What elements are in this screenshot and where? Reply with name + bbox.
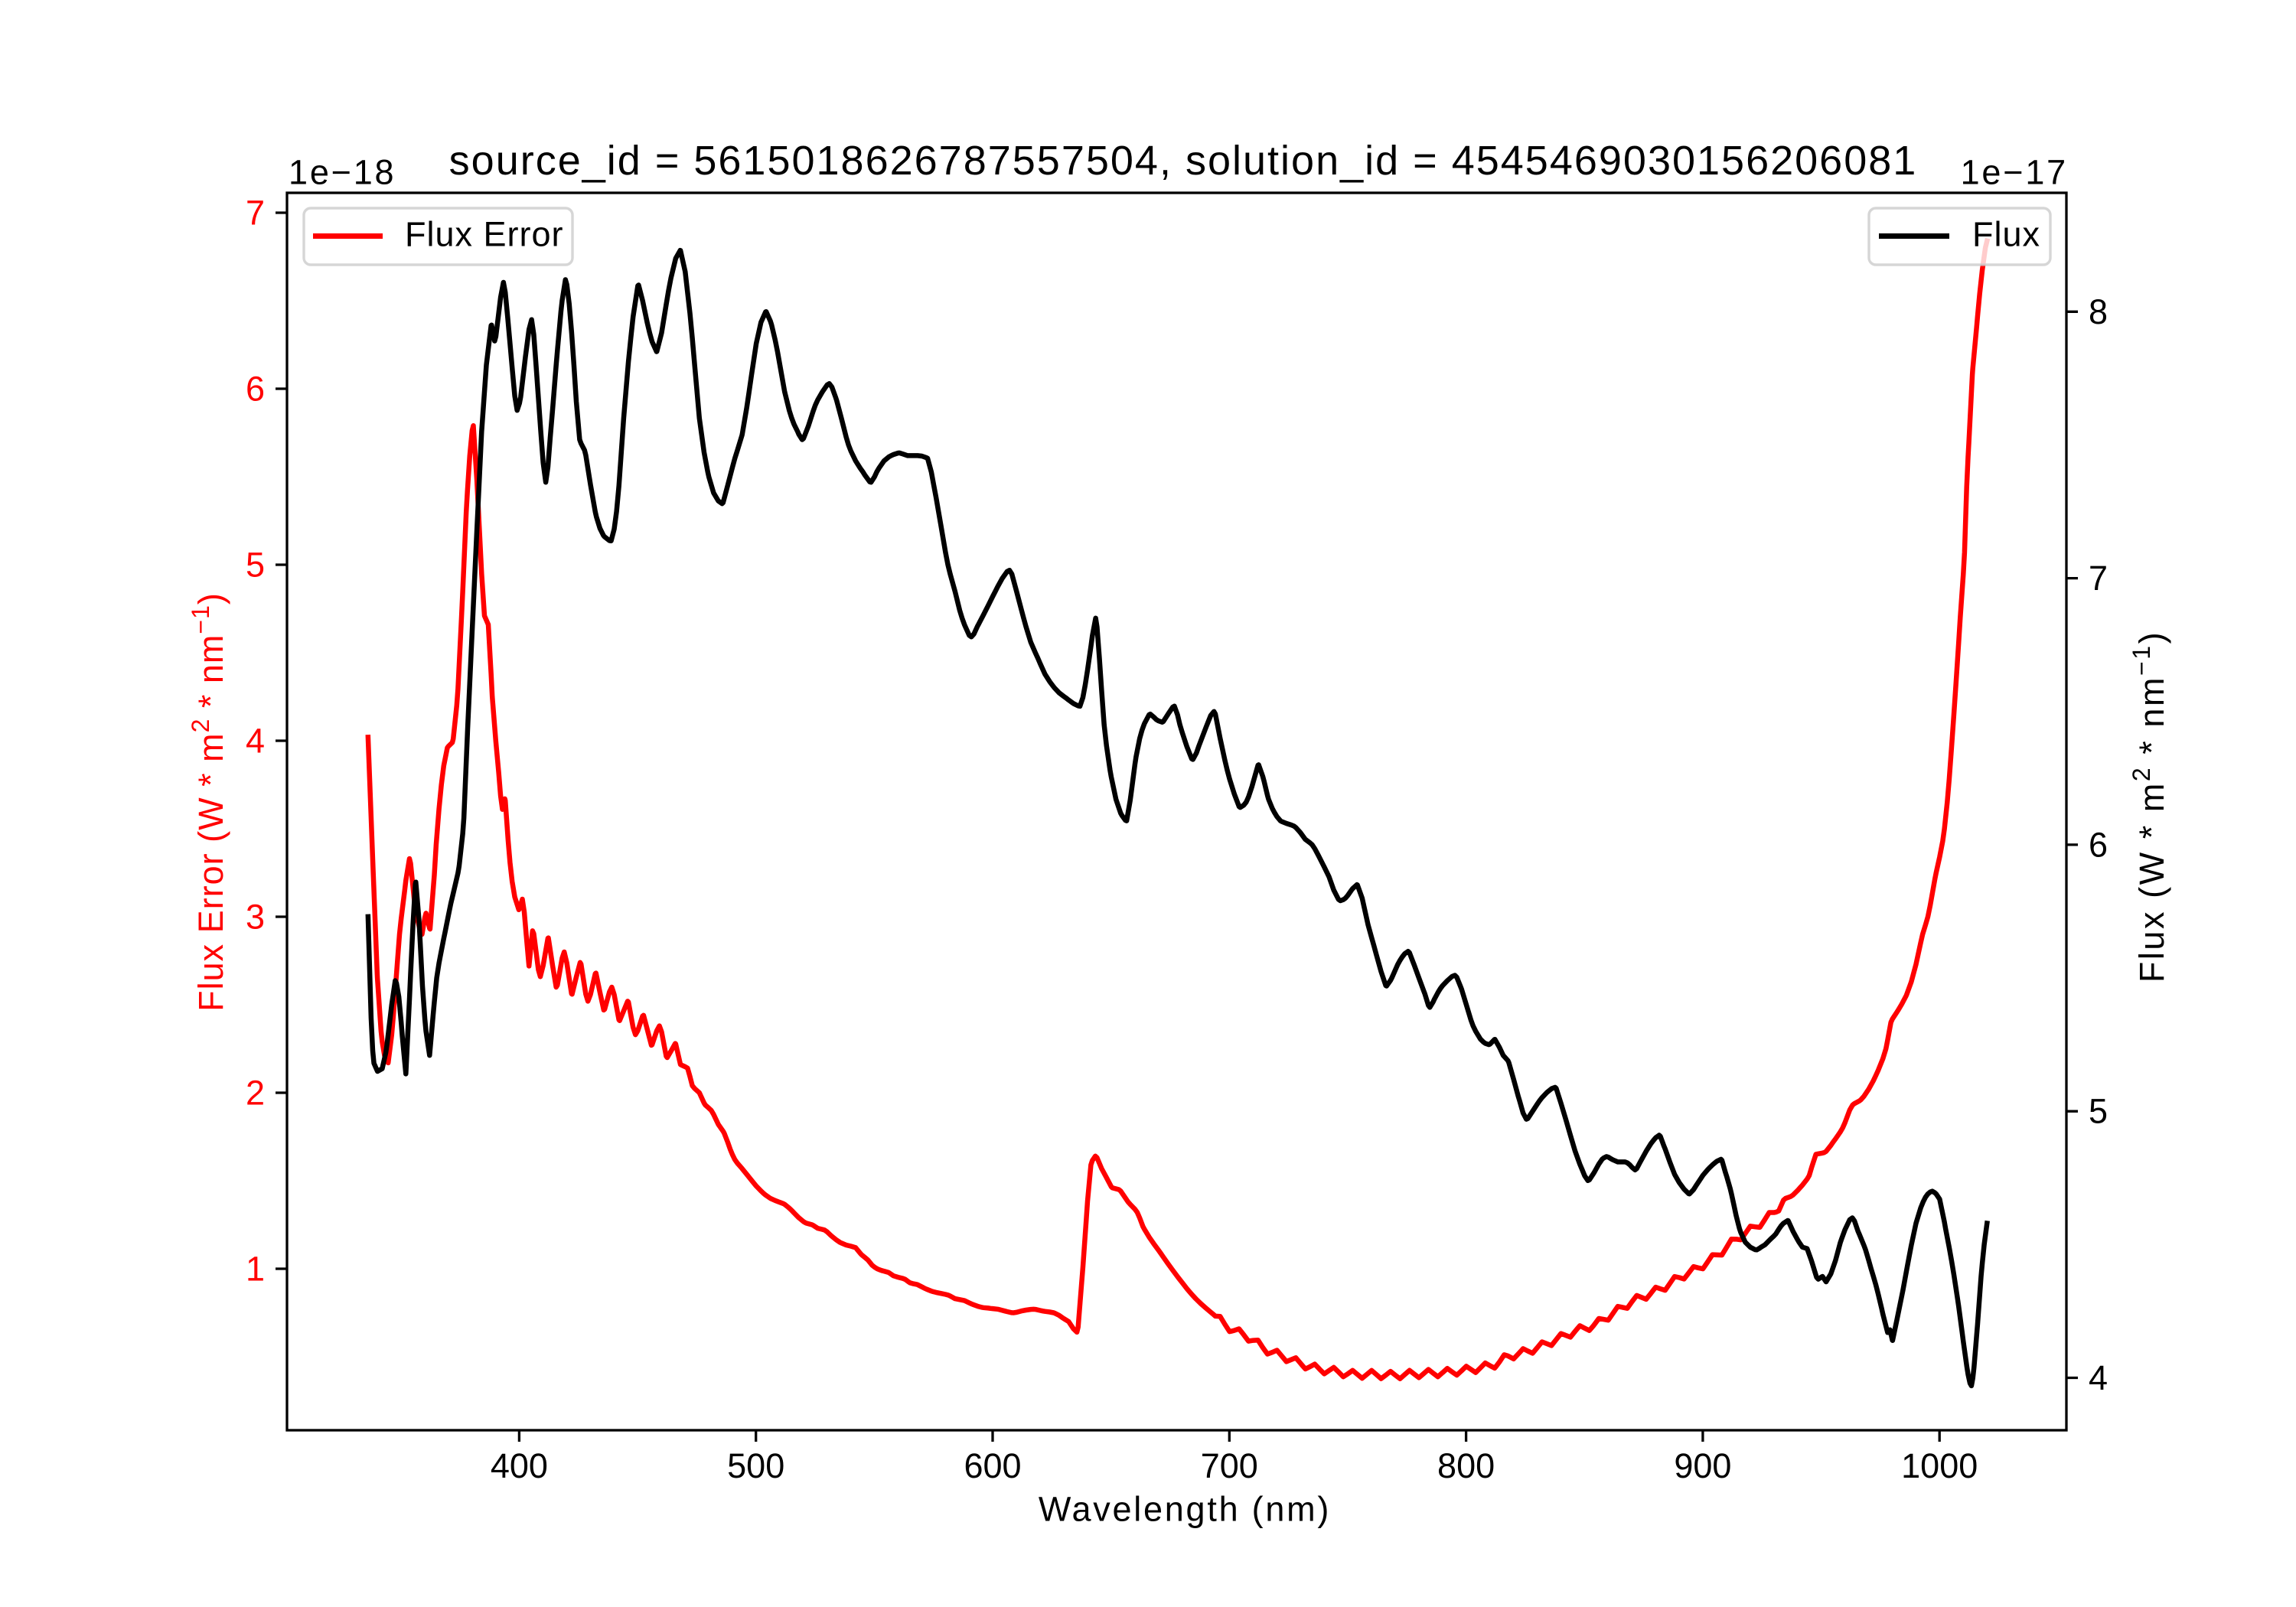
svg-text:600: 600 [964,1446,1021,1485]
svg-text:900: 900 [1674,1446,1731,1485]
svg-text:400: 400 [491,1446,548,1485]
svg-text:7: 7 [2089,559,2108,598]
svg-text:Flux (W * m2 * nm−1): Flux (W * m2 * nm−1) [2128,631,2171,983]
svg-text:1e−17: 1e−17 [1961,153,2068,192]
svg-text:4: 4 [246,722,265,761]
svg-text:7: 7 [246,194,265,233]
svg-text:Flux Error: Flux Error [405,215,564,254]
svg-text:8: 8 [2089,292,2108,331]
svg-text:2: 2 [246,1074,265,1113]
svg-text:1000: 1000 [1901,1446,1978,1485]
svg-text:Flux: Flux [1972,215,2040,254]
svg-text:800: 800 [1437,1446,1495,1485]
svg-text:Flux Error (W * m2 * nm−1): Flux Error (W * m2 * nm−1) [187,592,230,1012]
svg-text:6: 6 [2089,825,2108,864]
svg-text:source_id = 561501862678755750: source_id = 5615018626787557504, solutio… [449,138,1918,184]
svg-text:500: 500 [727,1446,784,1485]
svg-text:5: 5 [246,546,265,585]
svg-text:5: 5 [2089,1092,2108,1131]
svg-text:700: 700 [1201,1446,1258,1485]
svg-text:1: 1 [246,1250,265,1289]
svg-text:1e−18: 1e−18 [289,153,396,192]
svg-text:4: 4 [2089,1358,2108,1397]
svg-text:3: 3 [246,898,265,937]
svg-text:6: 6 [246,370,265,409]
svg-text:Wavelength (nm): Wavelength (nm) [1039,1490,1331,1529]
